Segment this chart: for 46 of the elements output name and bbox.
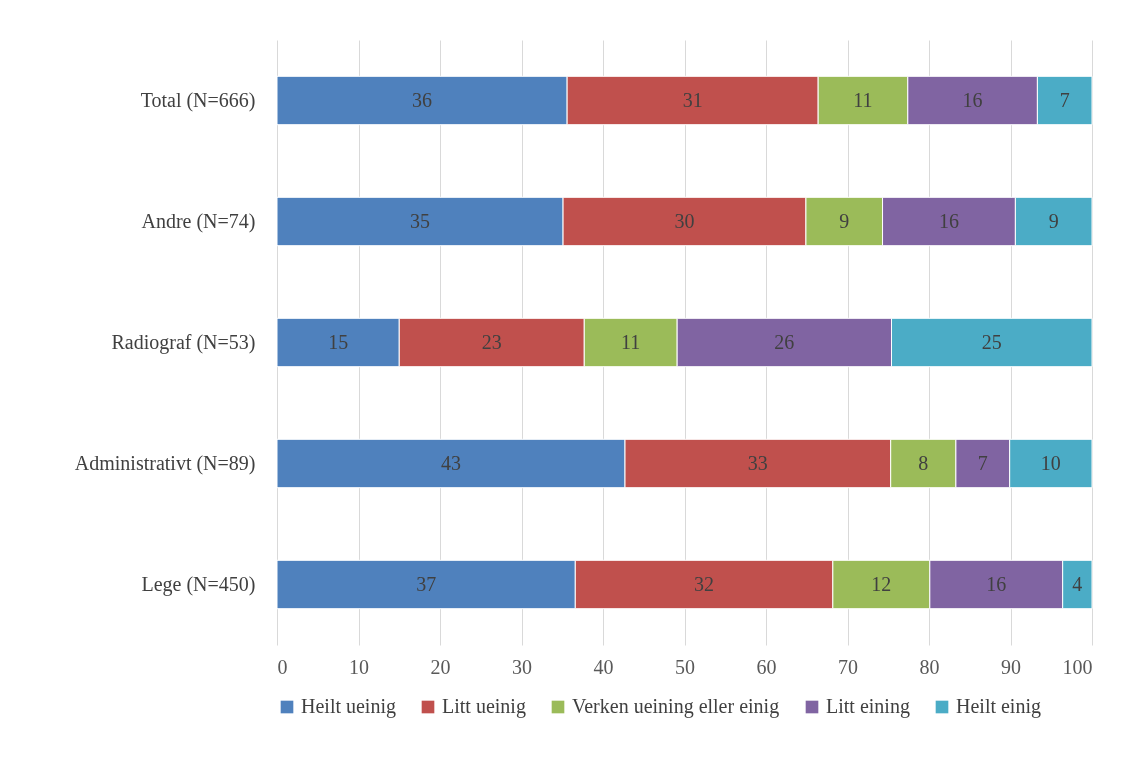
x-tick-label: 80 [919, 655, 940, 678]
x-tick-label: 90 [1001, 655, 1021, 678]
data-label: 11 [621, 330, 641, 353]
data-label: 23 [481, 330, 502, 353]
x-tick-label: 10 [349, 655, 369, 678]
data-label: 32 [694, 572, 715, 595]
x-tick-label: 100 [1062, 655, 1093, 678]
legend-label: Verken ueining eller einig [572, 695, 780, 718]
x-tick-label: 50 [675, 655, 695, 678]
data-label: 9 [839, 209, 850, 232]
x-tick-label: 20 [430, 655, 451, 678]
data-label: 10 [1040, 451, 1061, 474]
legend-label: Heilt einig [956, 695, 1041, 718]
data-label: 7 [1059, 88, 1070, 111]
y-tick-label: Administrativt (N=89) [74, 451, 256, 475]
legend-label: Litt ueinig [442, 695, 526, 718]
legend-label: Litt eining [826, 695, 910, 718]
data-label: 9 [1048, 209, 1059, 232]
x-tick-label: 70 [838, 655, 858, 678]
y-tick-label: Total (N=666) [140, 88, 256, 112]
data-label: 15 [328, 330, 349, 353]
data-label: 16 [938, 209, 959, 232]
data-label: 26 [774, 330, 795, 353]
y-tick-label: Andre (N=74) [141, 209, 256, 233]
data-label: 16 [986, 572, 1007, 595]
legend-label: Heilt ueinig [301, 695, 396, 718]
data-label: 43 [441, 451, 461, 474]
data-label: 12 [871, 572, 892, 595]
data-label: 36 [412, 88, 433, 111]
data-label: 11 [853, 88, 873, 111]
data-label: 25 [981, 330, 1002, 353]
data-label: 8 [918, 451, 929, 474]
y-tick-label: Radiograf (N=53) [111, 330, 256, 354]
data-label: 4 [1072, 572, 1083, 595]
data-label: 16 [962, 88, 983, 111]
data-label: 7 [977, 451, 988, 474]
x-tick-label: 0 [277, 655, 288, 678]
data-label: 30 [674, 209, 695, 232]
x-tick-label: 60 [756, 655, 777, 678]
data-label: 37 [416, 572, 437, 595]
x-tick-label: 30 [512, 655, 532, 678]
data-label: 35 [410, 209, 431, 232]
y-tick-label: Lege (N=450) [141, 572, 256, 596]
x-tick-label: 40 [593, 655, 614, 678]
data-label: 33 [747, 451, 768, 474]
data-label: 31 [682, 88, 703, 111]
